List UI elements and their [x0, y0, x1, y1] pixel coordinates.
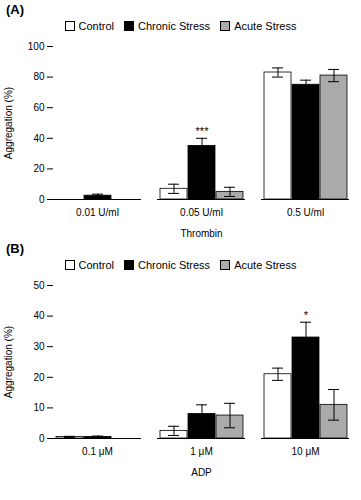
svg-text:Aggregation (%): Aggregation (%) — [3, 87, 14, 159]
html-text:(A): (A) — [6, 2, 24, 17]
svg-text:0.01 U/ml: 0.01 U/ml — [76, 207, 119, 218]
svg-text:0.05 U/ml: 0.05 U/ml — [180, 207, 223, 218]
svg-text:20: 20 — [33, 163, 45, 174]
svg-text:100: 100 — [28, 41, 45, 52]
svg-text:Thrombin: Thrombin — [180, 228, 222, 239]
svg-text:1 μM: 1 μM — [190, 446, 212, 457]
svg-text:0.1 μM: 0.1 μM — [82, 446, 113, 457]
svg-text:*: * — [304, 309, 309, 321]
svg-text:10 μM: 10 μM — [292, 446, 320, 457]
svg-text:30: 30 — [33, 341, 45, 352]
html-text:Control: Control — [78, 259, 114, 271]
html-text:(B): (B) — [6, 241, 24, 256]
svg-text:0: 0 — [39, 194, 45, 205]
svg-text:40: 40 — [33, 310, 45, 321]
svg-text:40: 40 — [33, 133, 45, 144]
svg-text:Aggregation (%): Aggregation (%) — [3, 326, 14, 398]
html-text:Acute Stress: Acute Stress — [234, 259, 297, 271]
svg-text:50: 50 — [33, 280, 45, 291]
svg-text:60: 60 — [33, 102, 45, 113]
html-text:Chronic Stress: Chronic Stress — [138, 259, 211, 271]
svg-text:0.5 U/ml: 0.5 U/ml — [287, 207, 324, 218]
svg-text:ADP: ADP — [191, 467, 212, 478]
html-text:Chronic Stress: Chronic Stress — [138, 20, 211, 32]
svg-text:10: 10 — [33, 402, 45, 413]
svg-text:20: 20 — [33, 372, 45, 383]
svg-text:80: 80 — [33, 71, 45, 82]
svg-text:***: *** — [196, 125, 210, 137]
html-text:Control: Control — [78, 20, 114, 32]
svg-text:0: 0 — [39, 433, 45, 444]
html-text:Acute Stress: Acute Stress — [234, 20, 297, 32]
